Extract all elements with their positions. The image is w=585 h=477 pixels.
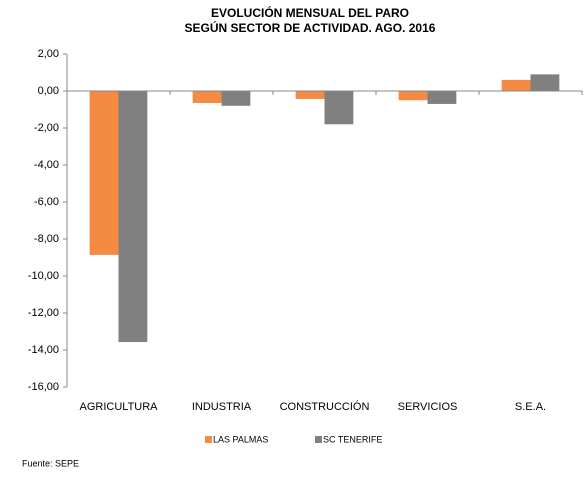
legend-swatch [205, 436, 212, 443]
source-note: Fuente: SEPE [22, 458, 79, 468]
y-tick-label: -14,00 [28, 344, 59, 356]
bar [295, 91, 325, 99]
bar [221, 91, 251, 106]
bar [427, 91, 457, 104]
bar [530, 74, 560, 91]
y-tick-label: -8,00 [34, 233, 59, 245]
y-tick-label: 0,00 [38, 85, 59, 97]
bar [192, 91, 222, 104]
y-tick-label: -16,00 [28, 381, 59, 393]
legend-label: SC TENERIFE [323, 434, 382, 444]
chart-subtitle: SEGÚN SECTOR DE ACTIVIDAD. AGO. 2016 [185, 20, 436, 35]
bar [398, 91, 428, 101]
x-tick-label: AGRICULTURA [79, 401, 158, 413]
x-tick-label: INDUSTRIA [192, 401, 252, 413]
y-tick-label: -12,00 [28, 307, 59, 319]
bar [324, 91, 354, 125]
bar [118, 91, 148, 343]
x-tick-label: CONSTRUCCIÓN [280, 400, 370, 413]
bar [89, 91, 119, 255]
y-tick-label: -2,00 [34, 122, 59, 134]
y-tick-label: -4,00 [34, 159, 59, 171]
y-tick-label: 2,00 [38, 48, 59, 60]
x-tick-label: SERVICIOS [398, 401, 458, 413]
chart-title: EVOLUCIÓN MENSUAL DEL PARO [211, 5, 409, 20]
x-tick-label: S.E.A. [515, 401, 546, 413]
y-tick-label: -10,00 [28, 270, 59, 282]
y-tick-label: -6,00 [34, 196, 59, 208]
bar [501, 79, 531, 91]
legend-swatch [315, 436, 322, 443]
legend-label: LAS PALMAS [213, 434, 268, 444]
